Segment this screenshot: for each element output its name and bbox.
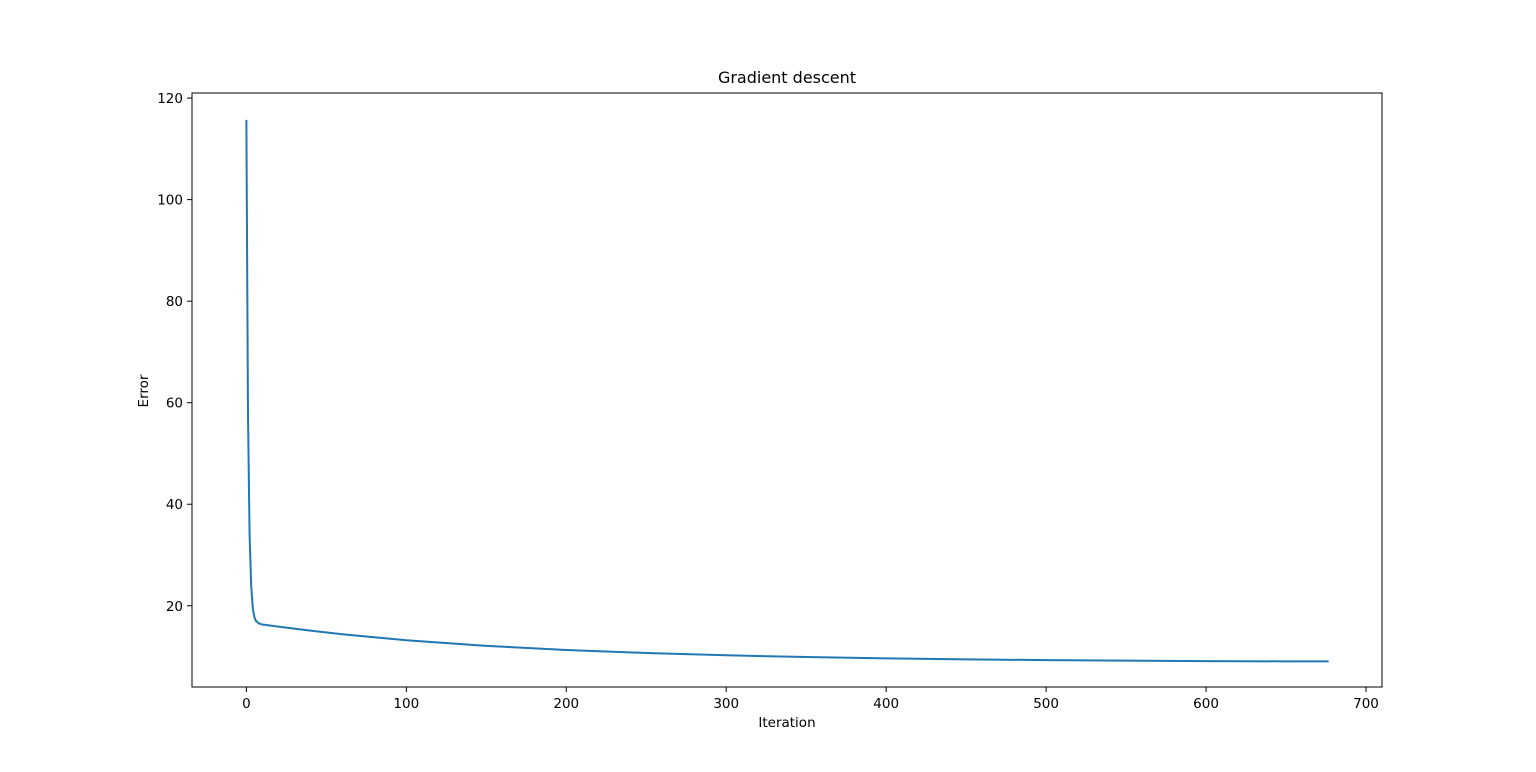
y-tick-label: 120 (157, 91, 183, 107)
x-tick-label: 600 (1193, 696, 1219, 712)
y-tick-label: 80 (166, 294, 183, 310)
y-tick-label: 100 (157, 193, 183, 209)
y-tick-label: 40 (166, 497, 183, 513)
plot-frame (191, 92, 1383, 688)
y-axis: 20 40 60 80 100 120 (157, 91, 192, 615)
x-tick-label: 300 (713, 696, 739, 712)
x-tick-label: 500 (1033, 696, 1059, 712)
y-axis-label: Error (136, 374, 152, 407)
error-series-line (245, 119, 1329, 663)
x-tick-label: 700 (1353, 696, 1379, 712)
y-tick-label: 20 (166, 599, 183, 615)
x-axis: 0 100 200 300 400 500 600 700 (242, 687, 1379, 712)
x-tick-label: 400 (873, 696, 899, 712)
x-tick-label: 200 (553, 696, 579, 712)
x-axis-label: Iteration (758, 715, 815, 731)
plot-area (245, 119, 1329, 663)
chart-title: Gradient descent (718, 68, 856, 87)
y-tick-label: 60 (166, 396, 183, 412)
x-tick-label: 100 (393, 696, 419, 712)
x-tick-label: 0 (242, 696, 251, 712)
